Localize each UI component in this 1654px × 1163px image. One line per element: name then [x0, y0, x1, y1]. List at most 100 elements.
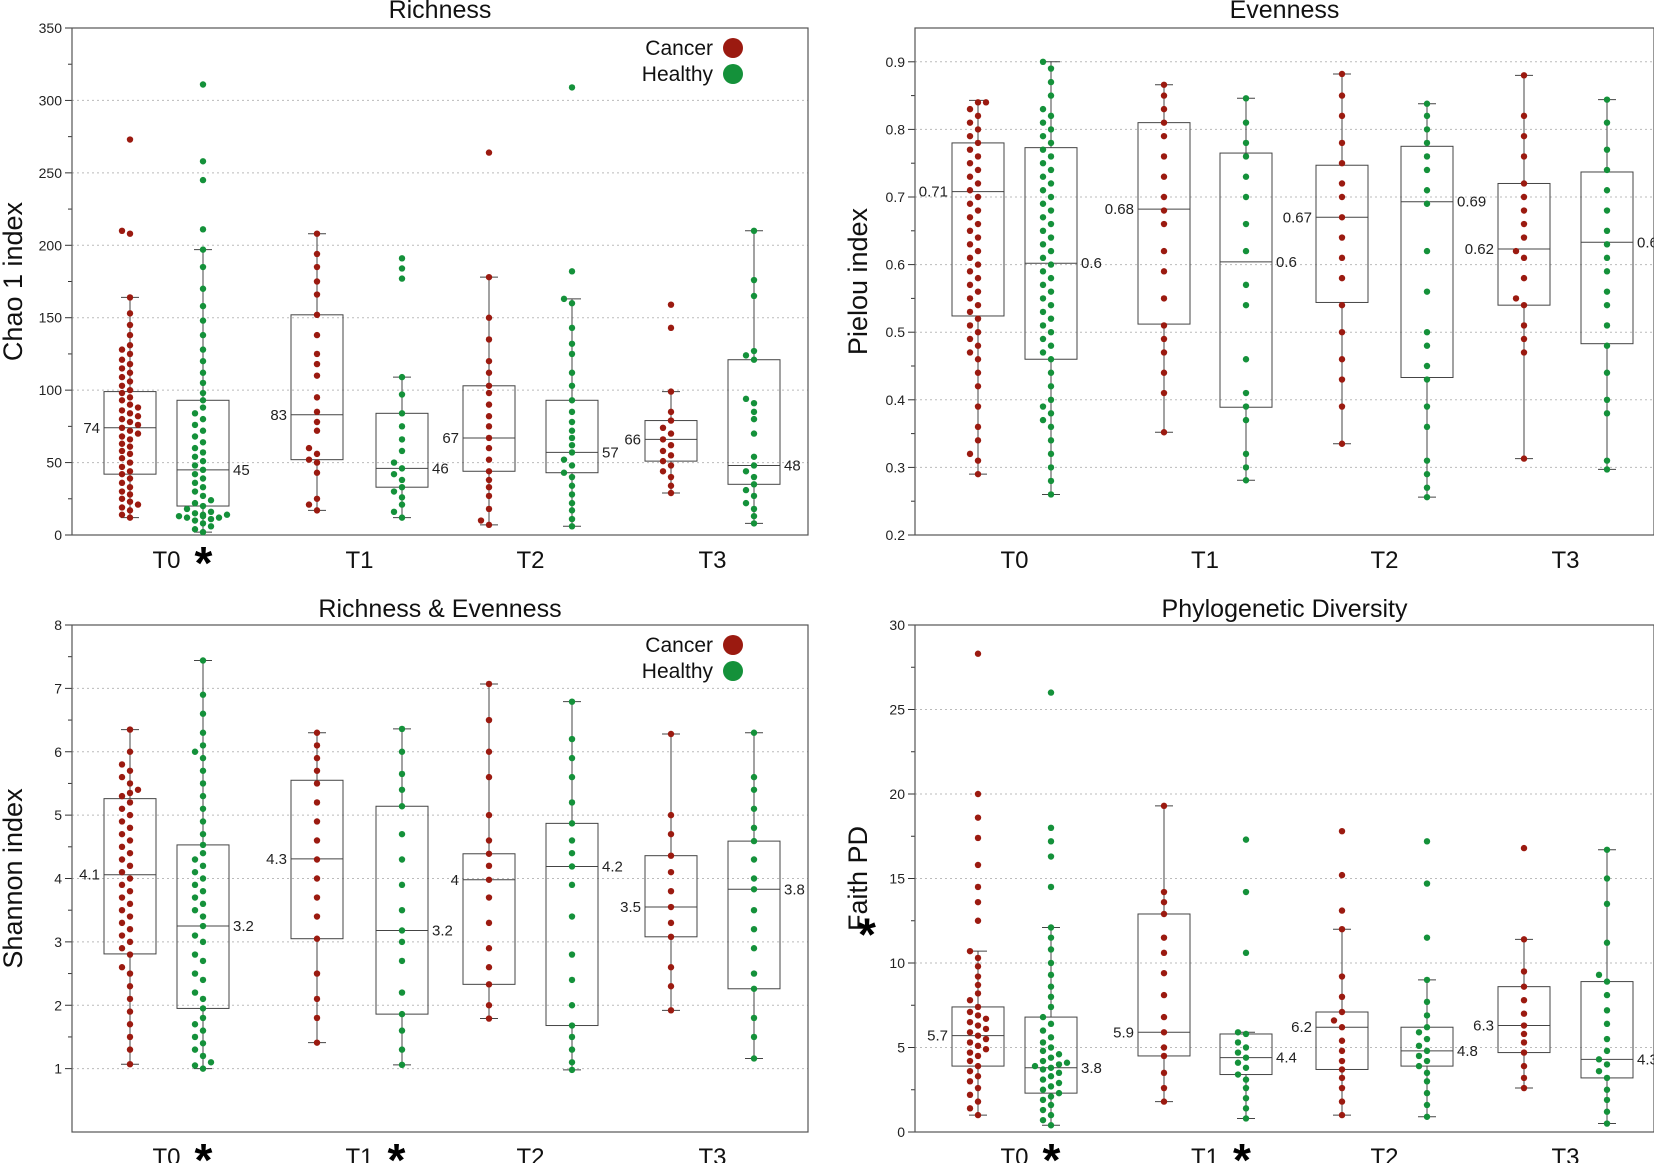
plot-frame — [71, 624, 809, 1133]
y-tick-label: 0 — [54, 527, 62, 543]
data-point — [1603, 1061, 1611, 1068]
median-label: 46 — [432, 460, 449, 477]
data-point — [1423, 247, 1431, 255]
data-point — [750, 453, 758, 460]
data-point — [568, 735, 576, 743]
data-point — [1242, 477, 1250, 484]
data-point — [118, 488, 126, 495]
data-point — [750, 886, 758, 893]
data-point — [1160, 1013, 1168, 1021]
plot-frame — [71, 27, 809, 536]
data-point — [1047, 1044, 1055, 1051]
cancer-box-T0: 0.71 — [919, 99, 1005, 478]
data-point — [126, 507, 134, 514]
data-point — [191, 932, 199, 939]
data-point — [966, 214, 974, 221]
data-point — [1047, 934, 1055, 941]
data-point — [199, 1065, 207, 1072]
data-point — [1603, 288, 1611, 295]
data-point — [199, 995, 207, 1003]
data-point — [667, 417, 675, 424]
data-point — [1047, 971, 1055, 979]
data-point — [1039, 268, 1047, 275]
legend-label: Healthy — [642, 660, 714, 683]
data-point — [398, 436, 406, 443]
data-point — [667, 933, 675, 941]
data-point — [1047, 65, 1055, 72]
data-point — [750, 512, 758, 520]
data-point — [199, 729, 207, 736]
significance-star: * — [1233, 1134, 1251, 1163]
data-point — [667, 730, 675, 738]
data-point — [1039, 1116, 1047, 1124]
data-point — [974, 356, 982, 363]
data-point — [1242, 1054, 1250, 1061]
data-point — [1242, 450, 1250, 458]
y-tick-label: 7 — [54, 680, 62, 696]
data-point — [742, 499, 750, 507]
data-point — [126, 726, 134, 733]
data-point — [199, 415, 207, 423]
data-point — [1423, 1057, 1431, 1065]
x-tick-label: T3 — [698, 547, 726, 574]
data-point — [1047, 883, 1055, 891]
legend: Cancer Healthy — [642, 634, 743, 683]
data-point — [485, 1002, 493, 1009]
median-label: 0.69 — [1457, 194, 1486, 211]
data-point — [126, 475, 134, 482]
data-point — [966, 200, 974, 207]
data-point — [485, 456, 493, 463]
data-point — [1047, 356, 1055, 363]
data-point — [750, 805, 758, 812]
data-point — [1047, 234, 1055, 241]
data-point — [1047, 288, 1055, 295]
data-point — [1160, 349, 1168, 356]
data-point — [568, 499, 576, 507]
data-point — [1338, 193, 1346, 201]
data-point — [485, 964, 493, 971]
data-point — [1603, 875, 1611, 882]
data-point — [485, 876, 493, 883]
data-point — [568, 523, 576, 530]
data-point — [199, 357, 207, 365]
data-point — [1031, 1062, 1039, 1070]
data-point — [568, 473, 576, 481]
data-point — [313, 507, 321, 514]
data-point — [750, 430, 758, 437]
data-point — [485, 505, 493, 513]
data-point — [313, 754, 321, 762]
data-point — [126, 926, 134, 933]
data-point — [1603, 322, 1611, 329]
data-point — [126, 491, 134, 498]
data-point — [974, 126, 982, 133]
data-point — [191, 894, 199, 901]
data-point — [305, 444, 313, 452]
data-point — [1603, 342, 1611, 349]
data-point — [485, 444, 493, 452]
y-axis-label: Chao 1 index — [0, 201, 28, 361]
data-point — [1160, 389, 1168, 397]
data-point — [974, 470, 982, 478]
data-point — [667, 983, 675, 990]
data-point — [118, 389, 126, 397]
y-tick-label: 100 — [39, 382, 63, 398]
data-point — [485, 476, 493, 484]
significance-star: * — [195, 537, 213, 589]
data-point — [966, 1049, 974, 1056]
data-point — [199, 520, 207, 527]
data-point — [1603, 146, 1611, 153]
data-point — [1520, 1039, 1528, 1046]
y-tick-label: 5 — [897, 1040, 905, 1056]
data-point — [199, 887, 207, 895]
data-point — [191, 1033, 199, 1041]
y-tick-label: 5 — [54, 807, 62, 823]
data-point — [1595, 1056, 1603, 1063]
data-point — [966, 227, 974, 234]
data-point — [568, 754, 576, 762]
data-point — [118, 373, 126, 381]
data-point — [974, 301, 982, 309]
y-tick-label: 350 — [39, 20, 63, 36]
cancer-box-T1: 4.3 — [266, 729, 344, 1046]
data-point — [974, 1003, 982, 1011]
data-point — [1520, 349, 1528, 356]
